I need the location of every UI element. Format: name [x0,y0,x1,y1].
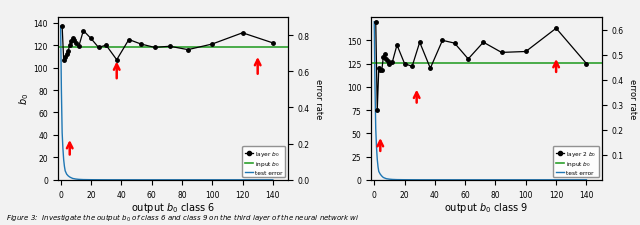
Legend: layer $b_0$, input $b_0$, test error: layer $b_0$, input $b_0$, test error [243,146,285,177]
Y-axis label: error rate: error rate [628,79,637,119]
Legend: layer 2 $b_0$, input $b_0$, test error: layer 2 $b_0$, input $b_0$, test error [553,146,598,177]
Y-axis label: error rate: error rate [314,79,323,119]
X-axis label: output $b_0$ class 6: output $b_0$ class 6 [131,200,215,214]
Text: Figure 3:  Investigate the output $b_0$ of class 6 and class 9 on the third laye: Figure 3: Investigate the output $b_0$ o… [6,212,360,223]
Y-axis label: $b_0$: $b_0$ [17,93,31,105]
X-axis label: output $b_0$ class 9: output $b_0$ class 9 [444,200,529,214]
